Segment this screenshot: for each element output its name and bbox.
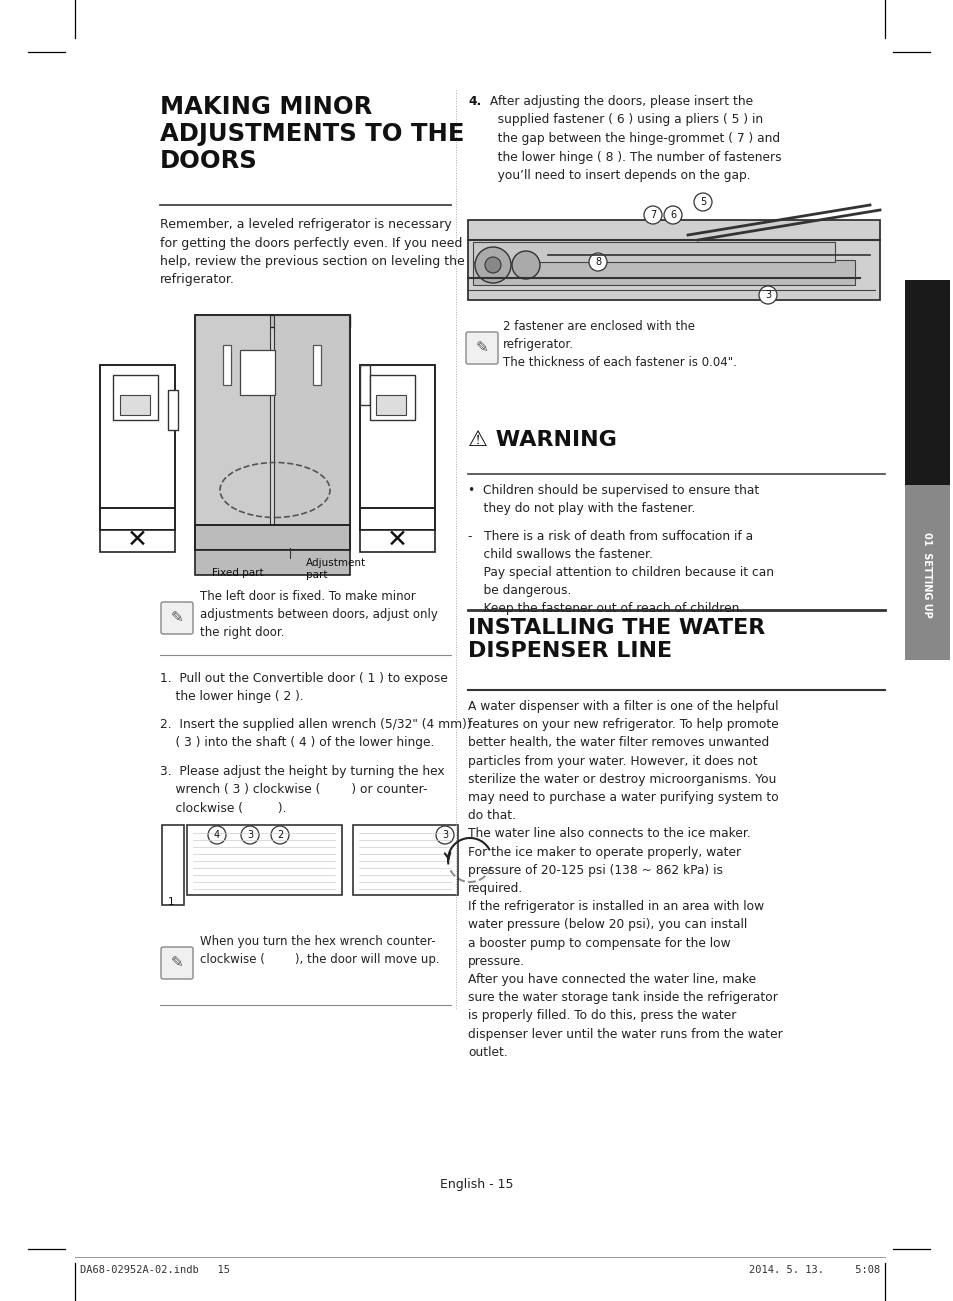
Circle shape [475,247,511,284]
Circle shape [588,252,606,271]
Text: 8: 8 [595,258,600,267]
Bar [274,315,349,530]
Text: When you turn the hex wrench counter-
clockwise (        ), the door will move u: When you turn the hex wrench counter- cl… [200,935,439,967]
Text: 3: 3 [764,290,770,301]
Text: ✕: ✕ [386,528,407,552]
Bar [473,242,834,262]
Text: 2: 2 [276,830,283,840]
Bar [112,375,158,420]
FancyBboxPatch shape [161,602,193,634]
FancyBboxPatch shape [465,332,497,364]
Bar [168,390,178,431]
Text: 2.  Insert the supplied allen wrench (5/32" (4 mm))
    ( 3 ) into the shaft ( 4: 2. Insert the supplied allen wrench (5/3… [160,718,471,749]
Text: 4: 4 [213,830,220,840]
FancyBboxPatch shape [161,947,193,978]
Bar [194,315,270,530]
Bar [187,825,341,895]
Circle shape [436,826,454,844]
Bar [359,366,370,405]
Text: ✎: ✎ [476,341,488,355]
Text: A water dispenser with a filter is one of the helpful
features on your new refri: A water dispenser with a filter is one o… [468,700,781,1059]
Text: ⚠ WARNING: ⚠ WARNING [468,431,617,450]
Circle shape [512,251,539,278]
Text: 4.: 4. [468,95,480,108]
Text: •  Children should be supervised to ensure that
    they do not play with the fa: • Children should be supervised to ensur… [468,484,759,515]
Bar [904,280,949,490]
Circle shape [759,286,776,304]
Text: 2014. 5. 13.     5:08: 2014. 5. 13. 5:08 [748,1265,879,1275]
Bar [468,220,879,301]
Text: 5: 5 [700,196,705,207]
Text: 3: 3 [247,830,253,840]
Text: 6: 6 [669,209,676,220]
Text: 2 fastener are enclosed with the
refrigerator.
The thickness of each fastener is: 2 fastener are enclosed with the refrige… [502,320,736,369]
Text: The left door is fixed. To make minor
adjustments between doors, adjust only
the: The left door is fixed. To make minor ad… [200,589,437,639]
Text: DA68-02952A-02.indb   15: DA68-02952A-02.indb 15 [80,1265,230,1275]
Text: -   There is a risk of death from suffocation if a
    child swallows the fasten: - There is a risk of death from suffocat… [468,530,773,615]
Bar [359,507,435,530]
Text: ✕: ✕ [127,528,148,552]
Text: English - 15: English - 15 [439,1177,514,1190]
Text: INSTALLING THE WATER
DISPENSER LINE: INSTALLING THE WATER DISPENSER LINE [468,618,764,661]
Bar [313,345,320,385]
Text: ✎: ✎ [171,955,183,971]
Bar [162,825,184,905]
Text: 3.  Please adjust the height by turning the hex
    wrench ( 3 ) clockwise (    : 3. Please adjust the height by turning t… [160,765,444,814]
Text: Adjustment
part: Adjustment part [306,558,366,580]
Bar [359,530,435,552]
Circle shape [484,258,500,273]
Bar [223,345,231,385]
Bar [194,315,350,327]
Circle shape [693,193,711,211]
Bar [370,375,415,420]
Text: ✎: ✎ [171,610,183,626]
Circle shape [643,206,661,224]
Bar [904,485,949,660]
Text: MAKING MINOR
ADJUSTMENTS TO THE
DOORS: MAKING MINOR ADJUSTMENTS TO THE DOORS [160,95,464,173]
Circle shape [271,826,289,844]
Bar [100,507,174,530]
Text: 1: 1 [168,896,174,907]
Bar [359,366,435,510]
Circle shape [208,826,226,844]
Text: Fixed part: Fixed part [212,569,263,578]
Circle shape [663,206,681,224]
Bar [100,530,174,552]
Text: 7: 7 [649,209,656,220]
Text: 3: 3 [441,830,448,840]
Text: After adjusting the doors, please insert the
   supplied fastener ( 6 ) using a : After adjusting the doors, please insert… [485,95,781,182]
Text: 1.  Pull out the Convertible door ( 1 ) to expose
    the lower hinge ( 2 ).: 1. Pull out the Convertible door ( 1 ) t… [160,673,447,704]
Bar [100,366,174,510]
Bar [194,550,350,575]
Circle shape [241,826,258,844]
Bar [353,825,457,895]
Bar [240,350,274,396]
Bar [375,396,406,415]
Bar [120,396,150,415]
Bar [473,260,854,285]
Text: Remember, a leveled refrigerator is necessary
for getting the doors perfectly ev: Remember, a leveled refrigerator is nece… [160,219,464,286]
Text: 01  SETTING UP: 01 SETTING UP [921,532,931,618]
Bar [194,315,350,550]
Bar [194,526,350,550]
